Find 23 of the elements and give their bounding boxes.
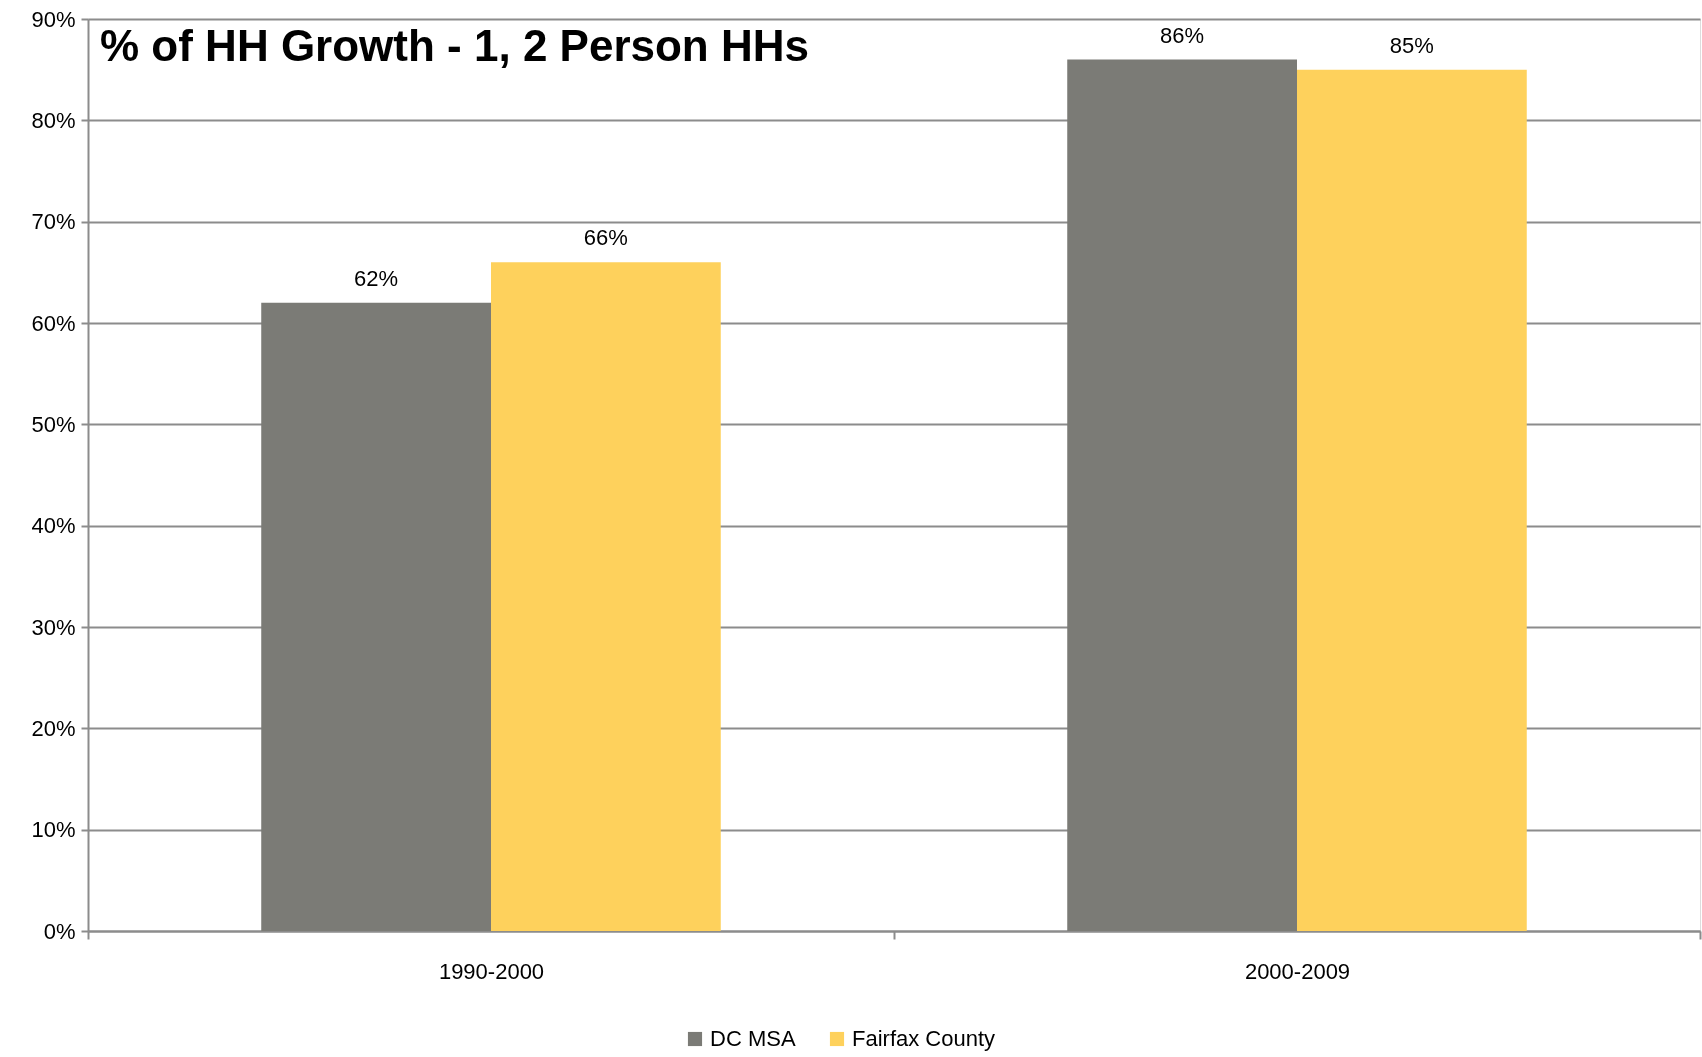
y-tick-label: 90% [31,6,76,32]
y-tick-label: 30% [31,614,76,640]
legend-label: DC MSA [710,1026,796,1051]
x-tick-label: 1990-2000 [438,958,545,984]
data-label: 66% [583,225,628,251]
bar [1067,59,1297,931]
bar [1297,69,1527,931]
y-tick-label: 50% [31,411,76,437]
y-tick-label: 70% [31,209,76,235]
chart-title: % of HH Growth - 1, 2 Person HHs [100,21,809,70]
y-tick-label: 20% [31,715,76,741]
legend-label: Fairfax County [852,1026,996,1051]
bar [261,302,491,931]
data-label: 86% [1160,22,1205,48]
bar [491,262,721,931]
y-tick-label: 10% [31,817,76,843]
y-tick-label: 0% [43,918,76,944]
y-tick-label: 60% [31,310,76,336]
data-label: 62% [354,265,399,291]
y-tick-label: 40% [31,513,76,539]
data-label: 85% [1389,32,1434,58]
x-tick-label: 2000-2009 [1244,958,1351,984]
y-tick-label: 80% [31,107,76,133]
